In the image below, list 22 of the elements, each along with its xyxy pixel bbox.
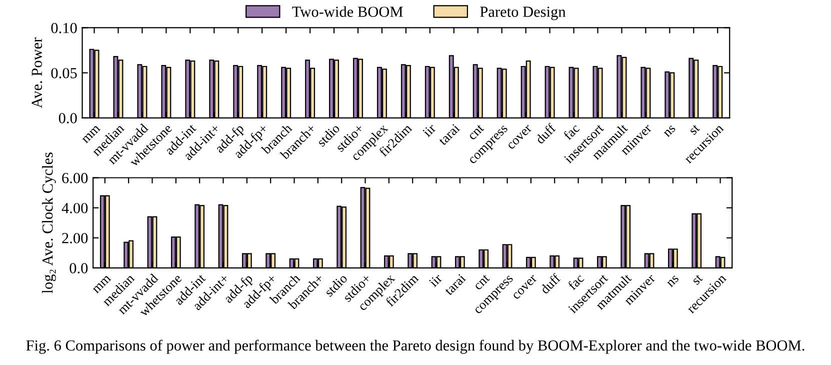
x-tick-label: tarai [444, 273, 466, 296]
x-tick-label: iir [428, 273, 443, 288]
y-tick-label: 0.05 [51, 68, 77, 78]
x-tick-label: stdio [316, 123, 340, 148]
x-tick-label: ns [666, 275, 680, 288]
legend-label: Pareto Design [480, 6, 566, 20]
y-tick-label: 2.00 [62, 233, 88, 244]
legend-label: Two-wide BOOM [292, 6, 403, 17]
x-tick-label: tarai [438, 123, 460, 146]
x-tick-label: iir [422, 123, 436, 138]
y-tick-label: 6.00 [62, 172, 88, 184]
y-tick-label: 4.00 [62, 202, 88, 214]
x-tick-label: duff [539, 272, 562, 294]
y-tick-label: 0.0 [70, 263, 88, 274]
x-tick-label: stdio [324, 273, 348, 298]
x-tick-label: duff [534, 122, 556, 144]
y-tick-label: 0.0 [58, 113, 77, 124]
y-axis-title: Ave. Power [32, 37, 42, 108]
caption: Fig. 6 Comparisons of power and performance between the Pareto design found by BOOM-Explorer and the two-wide BOOM. [26, 340, 804, 354]
x-tick-label: ns [664, 125, 676, 138]
y-tick-label: 0.10 [51, 22, 77, 34]
y-axis-title: log₂ Ave. Clock Cycles [42, 152, 56, 294]
